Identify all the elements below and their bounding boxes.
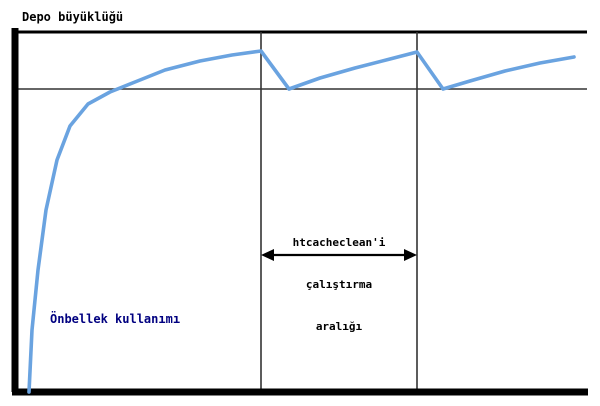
- interval-annotation-line-3: aralığı: [315, 320, 363, 333]
- cache-usage-curve: [27, 49, 576, 394]
- y-axis-title-label: Depo büyüklüğü: [22, 10, 124, 24]
- interval-arrow-head-right: [404, 249, 417, 261]
- interval-annotation-line-1: htcacheclean'i: [292, 236, 386, 249]
- cache-usage-label: Önbellek kullanımı: [50, 312, 181, 326]
- interval-arrow-head-left: [261, 249, 274, 261]
- interval-annotation-label: htcacheclean'i çalıştırma aralığı: [261, 208, 417, 362]
- interval-arrow: [261, 249, 417, 261]
- interval-annotation-line-2: çalıştırma: [305, 278, 373, 291]
